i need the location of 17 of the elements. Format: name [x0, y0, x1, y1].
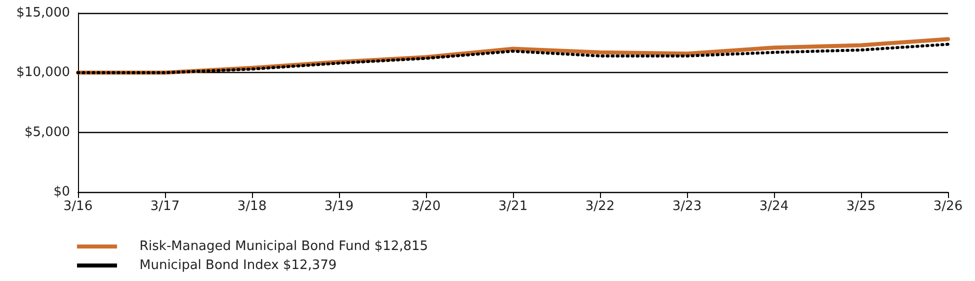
- x-tick-label: 3/25: [846, 199, 876, 214]
- legend-label: Municipal Bond Index $12,379: [140, 258, 337, 273]
- y-tick-label: $0: [53, 184, 70, 200]
- y-tick-label: $5,000: [24, 124, 70, 140]
- x-tick-label: 3/22: [585, 199, 615, 214]
- x-tick-label: 3/21: [498, 199, 528, 214]
- x-tick-label: 3/17: [150, 199, 180, 214]
- x-tick-label: 3/26: [933, 199, 963, 214]
- x-tick-label: 3/19: [324, 199, 354, 214]
- legend-label: Risk-Managed Municipal Bond Fund $12,815: [140, 239, 428, 254]
- x-tick-label: 3/16: [63, 199, 93, 214]
- x-tick-label: 3/20: [411, 199, 441, 214]
- y-tick-label: $10,000: [16, 65, 70, 80]
- x-tick-label: 3/23: [672, 199, 702, 214]
- x-tick-label: 3/18: [237, 199, 267, 214]
- y-tick-label: $15,000: [16, 6, 70, 20]
- x-tick-label: 3/24: [759, 199, 789, 214]
